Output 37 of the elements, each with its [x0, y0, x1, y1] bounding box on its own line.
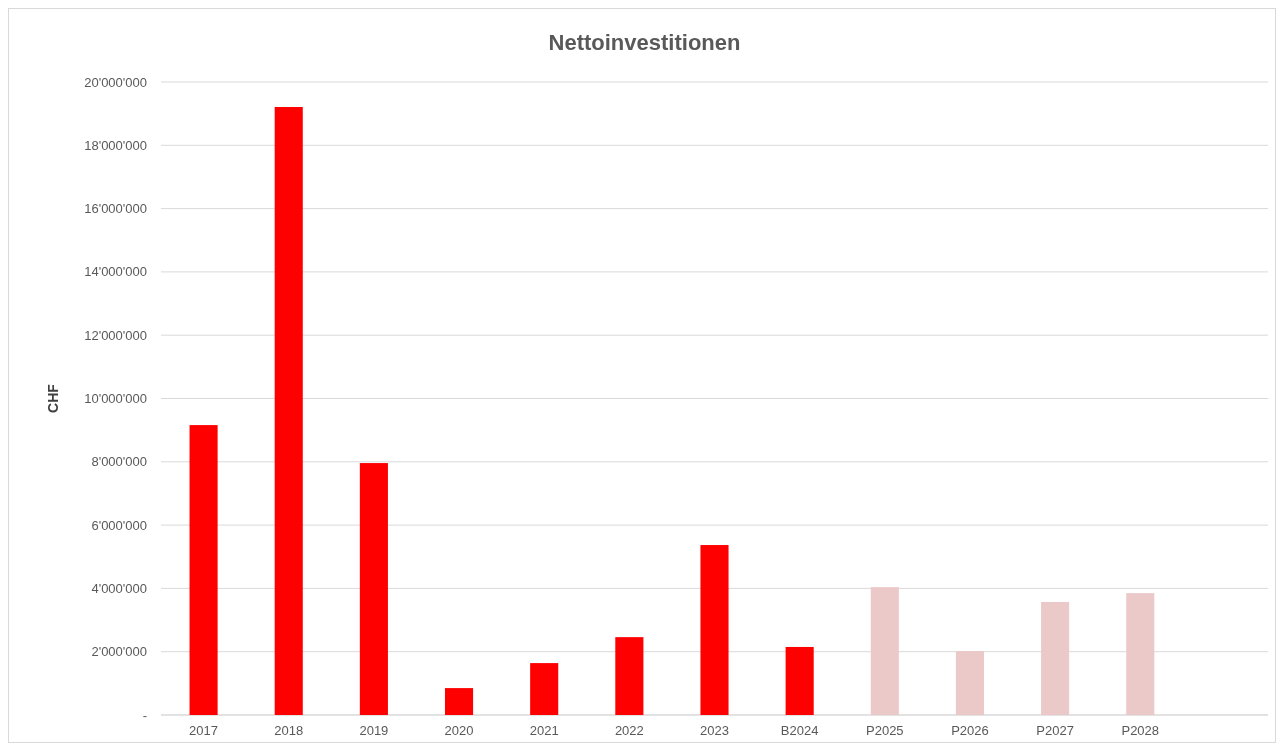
- y-tick-label: 14'000'000: [84, 264, 147, 280]
- bar: [359, 463, 388, 715]
- chart-title: Nettoinvestitionen: [548, 30, 741, 55]
- bar: [615, 637, 644, 715]
- x-tick-label: P2027: [1036, 723, 1074, 738]
- bar: [530, 663, 559, 715]
- y-tick-label: 6'000'000: [91, 517, 147, 533]
- x-tick-label: 2023: [700, 723, 729, 738]
- y-tick-label: 20'000'000: [84, 74, 147, 90]
- y-axis-title: CHF: [45, 383, 61, 413]
- y-tick-label: 18'000'000: [84, 137, 147, 153]
- x-tick-label: 2017: [189, 723, 219, 738]
- bar: [700, 545, 729, 715]
- bar: [870, 587, 899, 715]
- bar: [1126, 593, 1155, 715]
- x-tick-label: P2026: [951, 723, 989, 738]
- x-tick-label: P2028: [1121, 723, 1160, 738]
- y-tick-label: 10'000'000: [84, 391, 147, 407]
- x-tick-label: 2020: [444, 723, 474, 738]
- y-tick-label: 4'000'000: [91, 580, 147, 596]
- x-tick-label: 2021: [529, 723, 559, 738]
- bar: [955, 651, 985, 715]
- y-tick-label: 16'000'000: [84, 201, 147, 217]
- x-tick-label: P2025: [866, 723, 904, 738]
- y-tick-label: 12'000'000: [84, 327, 147, 343]
- bar: [785, 646, 814, 715]
- x-tick-label: 2019: [359, 723, 389, 738]
- x-tick-label: 2022: [614, 723, 644, 738]
- y-tick-label: 2'000'000: [91, 644, 147, 660]
- bar: [274, 107, 303, 715]
- bar: [189, 425, 218, 715]
- bar: [444, 688, 474, 715]
- y-tick-label: -: [142, 707, 147, 723]
- x-tick-label: 2018: [274, 723, 304, 738]
- bar: [1041, 602, 1070, 715]
- x-tick-label: B2024: [780, 723, 819, 738]
- y-tick-label: 8'000'000: [91, 454, 147, 470]
